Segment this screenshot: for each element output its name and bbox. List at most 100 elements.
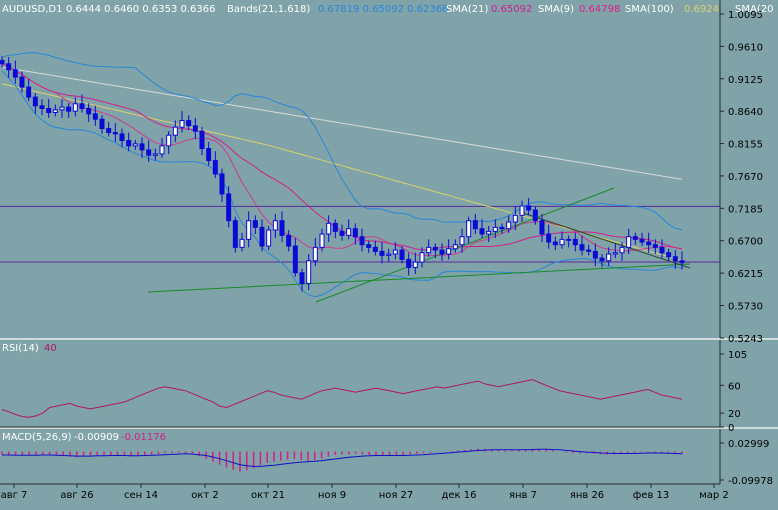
x-tick-label: окт 2 — [191, 490, 219, 501]
sma200-line — [1, 66, 683, 180]
sma100-value: 0.6924 — [684, 4, 719, 15]
candle-body — [646, 241, 652, 246]
candle-body — [452, 244, 458, 250]
candle-body — [112, 132, 118, 135]
candle-body — [546, 233, 552, 243]
candle-body — [212, 160, 218, 175]
price-y-tick-label: 1.0095 — [728, 10, 763, 21]
candle-body — [552, 241, 558, 246]
candle-body — [579, 244, 585, 251]
candle-body — [46, 107, 52, 113]
candle-body — [619, 246, 625, 254]
price-y-tick-label: 0.8640 — [728, 107, 763, 118]
candle-body — [459, 236, 465, 246]
candle-body — [199, 130, 205, 150]
candle-body — [259, 226, 265, 247]
candle-body — [666, 252, 672, 258]
candle-body — [172, 126, 178, 136]
candle-body — [679, 260, 685, 264]
candle-body — [639, 238, 645, 243]
price-y-tick-label: 0.7670 — [728, 172, 763, 183]
candle-body — [366, 244, 372, 248]
candle-body — [219, 173, 225, 195]
candle-body — [79, 103, 85, 109]
candle-body — [512, 214, 518, 223]
sma9-label: SMA(9) — [538, 4, 574, 15]
candle-body — [632, 236, 638, 240]
candle-body — [86, 107, 92, 115]
candle-body — [292, 245, 298, 274]
axes: 1.0095 0.9610 0.9125 0.8640 0.8155 0.7670 0.71… — [1, 10, 773, 501]
price-y-tick-label: 0.9610 — [728, 42, 763, 53]
candle-body — [99, 118, 105, 130]
candle-body — [499, 226, 505, 230]
candle-body — [12, 69, 18, 78]
candle-body — [272, 220, 278, 231]
candle-body — [286, 234, 292, 247]
trendline-rising — [315, 187, 615, 303]
macd-value-2: -0.01176 — [121, 432, 166, 443]
sma9-value: 0.64798 — [579, 4, 620, 15]
x-tick-label: сен 14 — [124, 490, 158, 501]
x-tick-label: окт 21 — [251, 490, 285, 501]
candle-body — [152, 153, 158, 156]
candle-body — [532, 209, 538, 222]
candle-body — [412, 261, 418, 268]
candle-body — [106, 128, 112, 134]
candle-body — [519, 205, 525, 216]
candle-body — [572, 238, 578, 246]
candle-body — [72, 103, 78, 112]
candle-body — [26, 86, 32, 98]
rsi-value: 40 — [44, 343, 57, 354]
candle-body — [132, 143, 138, 147]
x-tick-label: янв 26 — [570, 490, 604, 501]
candle-body — [339, 230, 345, 236]
macd-panel — [1, 448, 683, 472]
candle-body — [386, 253, 392, 256]
x-tick-label: авг 26 — [60, 490, 93, 501]
bollinger-lower — [1, 70, 683, 298]
candle-body — [92, 113, 98, 120]
sma21-label: SMA(21) — [446, 4, 488, 15]
x-tick-label: ноя 9 — [318, 490, 346, 501]
candle-body — [32, 96, 38, 107]
candle-body — [586, 249, 592, 252]
macd-value-1: -0.00909 — [74, 432, 119, 443]
candle-body — [146, 149, 152, 156]
plot-background — [0, 0, 720, 510]
price-y-tick-label: 0.7185 — [728, 204, 763, 215]
candle-body — [479, 228, 485, 235]
macd-y-tick-label: 0.02999 — [728, 439, 769, 450]
candle-body — [192, 125, 198, 132]
symbol-label: AUDUSD,D1 — [2, 4, 62, 15]
candle-body — [486, 230, 492, 235]
candle-body — [19, 76, 25, 88]
candle-body — [232, 220, 238, 248]
x-tick-label: дек 16 — [441, 490, 476, 501]
candle-body — [6, 63, 12, 71]
candle-body — [566, 238, 572, 241]
price-y-tick-label: 0.6215 — [728, 269, 763, 280]
candle-body — [179, 120, 185, 128]
candle-body — [406, 258, 412, 268]
rsi-y-tick-label: 60 — [728, 381, 741, 392]
candle-body — [379, 250, 385, 256]
candle-body — [266, 229, 272, 247]
candle-body — [472, 220, 478, 230]
x-tick-label: фев 13 — [633, 490, 670, 501]
candle-body — [306, 260, 312, 284]
candle-body — [319, 233, 325, 248]
candle-body — [66, 106, 72, 112]
candle-body — [246, 220, 252, 240]
candle-body — [466, 220, 472, 238]
candle-body — [252, 220, 258, 228]
candle-body — [186, 120, 192, 127]
candle-body — [372, 246, 378, 252]
price-y-tick-label: 0.5730 — [728, 301, 763, 312]
x-tick-label: авг 7 — [1, 490, 28, 501]
candle-body — [419, 252, 425, 263]
rsi-line — [1, 379, 683, 418]
macd-y-tick-label: -0.09978 — [728, 476, 773, 487]
